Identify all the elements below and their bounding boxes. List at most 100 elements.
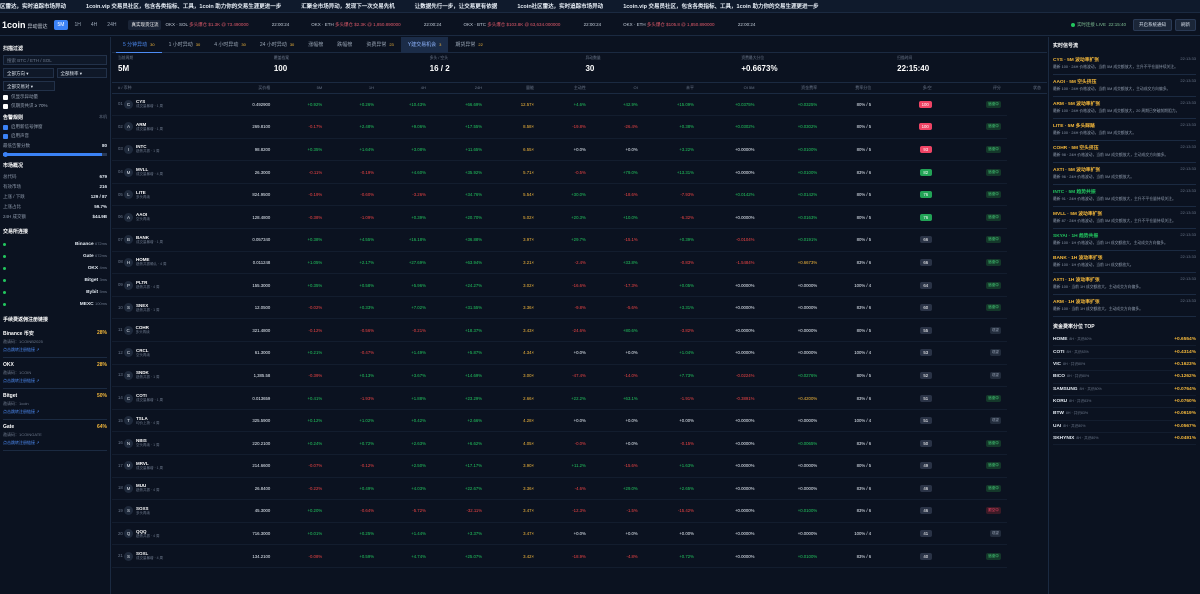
fee-row[interactable]: VIC 8H · 共识80% +0.1623%	[1053, 359, 1196, 372]
signal-item[interactable]: BANK · 1H 波动率扩张 22:13:33 最新 100 · 1H 价格波动，…	[1053, 251, 1196, 273]
table-row[interactable]: 20 Q QQQ 趋势共振 · 4 周 716.3000 +0.01% +0.25% +1.…	[112, 522, 1047, 546]
spot-flow-chip[interactable]: 真实现货汪流	[128, 19, 162, 30]
search-input[interactable]: 搜索 BTC / ETH / SOL	[3, 55, 107, 65]
status-tag[interactable]: 观望	[989, 371, 1001, 379]
signal-item[interactable]: LITE · 5M 多头踩踏 22:13:33 最新 100 · 24H 价格波动，…	[1053, 119, 1196, 141]
timeframe-5m[interactable]: 5M	[53, 19, 69, 30]
table-row[interactable]: 13 S SNDK 趋势共振 · 1 周 1,385.58 -0.39% +0.13% +3…	[112, 364, 1047, 388]
oi-change: +63.1%	[591, 386, 644, 410]
alert-sound-toggle[interactable]: 启用声音	[3, 133, 107, 139]
table-row[interactable]: 16 N NBIS 空头再续 · 1 周 220.2100 +0.24% +0.72% +2…	[112, 431, 1047, 455]
table-row[interactable]: 09 P PLTR 趋势共振 · 4 周 155.3000 +0.35% +0.58% +5…	[112, 273, 1047, 297]
timeframe-24h[interactable]: 24H	[107, 21, 117, 28]
signal-item[interactable]: ARM · 5M 波动率扩张 22:13:33 最新 100 · 24H 价格波动，…	[1053, 97, 1196, 119]
tab-1[interactable]: 1 小时异动 30	[162, 37, 208, 53]
tab-6[interactable]: 资费异常 23	[359, 37, 400, 53]
status-tag[interactable]: 追涨中	[986, 281, 1001, 289]
timeframe-1h[interactable]: 1H	[74, 21, 81, 28]
fee-row[interactable]: UAI 8H · 共识80% +0.0567%	[1053, 421, 1196, 433]
status-tag[interactable]: 观望	[989, 530, 1001, 538]
signal-item[interactable]: AXTI · 1H 波动率扩张 22:13:33 最新 100 · 当前 1H 成交…	[1053, 273, 1196, 295]
status-tag[interactable]: 追涨中	[986, 236, 1001, 244]
rebate-link[interactable]: 点击跳转注册链接 ↗	[3, 440, 40, 445]
status-tag[interactable]: 追涨中	[986, 191, 1001, 199]
checkbox-icon[interactable]	[3, 94, 8, 100]
table-row[interactable]: 02 A ARM 成交量暴增 · 1 周 269.8100 -0.17% +2.48% +9…	[112, 115, 1047, 139]
fee-row[interactable]: BTW 8H · 共识83% +0.0619%	[1053, 408, 1196, 421]
status-tag[interactable]: 追涨中	[986, 213, 1001, 221]
symbol: INTC 趋势共振 · 1 周	[136, 144, 160, 154]
signal-item[interactable]: COHR · 5M 空头挤压 22:13:33 最新 98 · 24H 价格波动，当…	[1053, 141, 1196, 163]
refresh-button[interactable]: 刷新	[1175, 18, 1196, 31]
table-row[interactable]: 18 M MUU 趋势共振 · 4 周 26.8400 -0.22% +0.49% +4.0…	[112, 477, 1047, 501]
status-tag[interactable]: 跟空中	[986, 507, 1001, 515]
sidebar: 扫描过滤 搜索 BTC / ETH / SOL 全部方向 ▾ 全部频率 ▾ 全部…	[0, 37, 111, 594]
signal-item[interactable]: INTC · 5M 趋势共振 22:13:33 最新 91 · 24H 价格波动，当…	[1053, 185, 1196, 207]
signal-time: 22:13:33	[1180, 166, 1196, 171]
table-row[interactable]: 11 C COHR 多头再续 321.4800 -0.12% -0.56% -0.21% +1…	[112, 318, 1047, 343]
table-row[interactable]: 10 S SNEX 趋势共振 · 1 周 12.0500 -0.02% +0.33% +7.…	[112, 296, 1047, 320]
fee-row[interactable]: COTI 8H · 共识83% +0.4314%	[1053, 346, 1196, 359]
fee-row[interactable]: BICO 8H · 共识80% +0.1262%	[1053, 371, 1196, 384]
signal-item[interactable]: SKYAI · 1H 趋势共振 22:13:33 最新 100 · 1H 价格波动，…	[1053, 229, 1196, 251]
status-tag[interactable]: 追涨中	[986, 168, 1001, 176]
signal-item[interactable]: AXTI · 5M 波动率扩张 22:13:33 最新 96 · 24H 价格波动，…	[1053, 163, 1196, 185]
table-row[interactable]: 12 C CRCL 空头再续 61.3000 +0.21% -0.47% +1.49% +5.…	[112, 341, 1047, 365]
status-tag[interactable]: 观望	[989, 417, 1001, 425]
tab-3[interactable]: 24 小时异动 30	[253, 37, 301, 53]
table-row[interactable]: 19 S SOXS 多头再续 45.3000 +0.20% -0.64% -5.72% -32…	[112, 499, 1047, 523]
tab-0[interactable]: 5 分钟异动 30	[116, 37, 162, 53]
checkbox-icon[interactable]	[3, 124, 8, 130]
status-tag[interactable]: 追涨中	[986, 484, 1001, 492]
min-score-slider[interactable]	[3, 152, 107, 157]
tab-4[interactable]: 涨幅榜	[301, 37, 330, 53]
status-tag[interactable]: 追涨中	[986, 304, 1001, 312]
direction-select[interactable]: 全部方向 ▾	[3, 68, 54, 78]
table-row[interactable]: 01 C CYS 成交量暴增 · 1 周 0.492900 +0.92% +0.26% +1…	[112, 93, 1047, 117]
table-row[interactable]: 07 B BANK 成交量暴增 · 1 周 0.057340 +0.38% +4.55% +…	[112, 228, 1047, 252]
alert-popup-toggle[interactable]: 启用新信号弹窗	[3, 124, 107, 130]
status-tag[interactable]: 追涨中	[986, 258, 1001, 266]
table-row[interactable]: 08 H HOME 趋势共振确认 · 4 周 0.011248 +1.05% +2.17%…	[112, 251, 1047, 275]
pool-select[interactable]: 全部频率 ▾	[56, 68, 107, 78]
table-row[interactable]: 17 M MRVL 成交量暴增 · 1 周 214.6600 -0.07% -0.12% +…	[112, 454, 1047, 478]
status-tag[interactable]: 追涨中	[986, 123, 1001, 131]
checkbox-icon[interactable]	[3, 133, 8, 139]
signal-item[interactable]: ARM · 1H 波动率扩张 22:13:33 最新 100 · 当前 1H 成交额…	[1053, 295, 1196, 317]
tab-5[interactable]: 跌幅榜	[330, 37, 359, 53]
timeframe-4h[interactable]: 4H	[90, 21, 98, 28]
status-tag[interactable]: 观望	[989, 326, 1001, 334]
status-tag[interactable]: 追涨中	[986, 394, 1001, 402]
status-tag[interactable]: 追涨中	[986, 439, 1001, 447]
fee-row[interactable]: SAMSUNG 8H · 共识80% +0.0764%	[1053, 384, 1196, 396]
table-row[interactable]: 14 C COTI 成交量暴增 · 1 周 0.013659 +0.41% -1.93% +…	[112, 386, 1047, 410]
table-row[interactable]: 21 S SOXL 成交量暴增 · 4 周 134.2100 -0.08% +0.59% +…	[112, 544, 1047, 568]
fee-row[interactable]: KORU 8H · 共识83% +0.0760%	[1053, 396, 1196, 409]
signal-item[interactable]: CYS · 5M 波动率扩张 22:13:33 最新 100 · 24H 价格波动，…	[1053, 53, 1196, 75]
table-row[interactable]: 05 L LITE 多头再续 824.9500 -0.19% -0.60% -3.26% +3…	[112, 183, 1047, 207]
table-row[interactable]: 06 A AAOI 空头再续 128.4800 -0.38% -1.09% +0.39% +2…	[112, 205, 1047, 230]
status-tag[interactable]: 追涨中	[986, 100, 1001, 108]
signal-item[interactable]: AAOI · 5M 空头挤压 22:13:33 最新 100 · 24H 价格波动，…	[1053, 75, 1196, 97]
fee-row[interactable]: SKHYNIX 8H · 共识80% +0.0491%	[1053, 433, 1196, 446]
checkbox-icon[interactable]	[3, 103, 8, 109]
status-tag[interactable]: 追涨中	[986, 145, 1001, 153]
filter-checkbox-2[interactable]: 仅期货共识 ≥ 70%	[3, 103, 107, 109]
table-row[interactable]: 15 T TSLA 均价上扬 · 4 周 325.5900 +0.12% +1.02% +0…	[112, 409, 1047, 433]
tab-2[interactable]: 4 小时异动 30	[207, 37, 253, 53]
fee-row[interactable]: HOME 8H · 共识80% +0.6554%	[1053, 334, 1196, 347]
pair-select[interactable]: 全部交易对 ▾	[3, 81, 55, 91]
signal-item[interactable]: MVLL · 5M 波动率扩张 22:13:33 最新 87 · 24H 价格波动，…	[1053, 207, 1196, 229]
rebate-link[interactable]: 点击跳转注册链接 ↗	[3, 347, 40, 352]
filter-checkbox-1[interactable]: 仅显示异动量	[3, 94, 107, 100]
table-row[interactable]: 03 I INTC 趋势共振 · 1 周 98.8200 +0.35% +1.64% +3.…	[112, 138, 1047, 162]
table-row[interactable]: 04 M MVLL 成交量暴增 · 4 周 26.3000 -0.11% -0.19% +4…	[112, 160, 1047, 184]
tab-7[interactable]: Y建交易机会 3	[400, 36, 449, 53]
rebate-link[interactable]: 点击跳转注册链接 ↗	[3, 378, 40, 383]
rebate-link[interactable]: 点击跳转注册链接 ↗	[3, 409, 40, 414]
status-tag[interactable]: 追涨中	[986, 552, 1001, 560]
status-tag[interactable]: 观望	[989, 349, 1001, 357]
status-tag[interactable]: 追涨中	[986, 462, 1001, 470]
tab-8[interactable]: 期货异常 22	[448, 37, 489, 53]
enable-notification-button[interactable]: 开启系统通知	[1133, 18, 1172, 31]
